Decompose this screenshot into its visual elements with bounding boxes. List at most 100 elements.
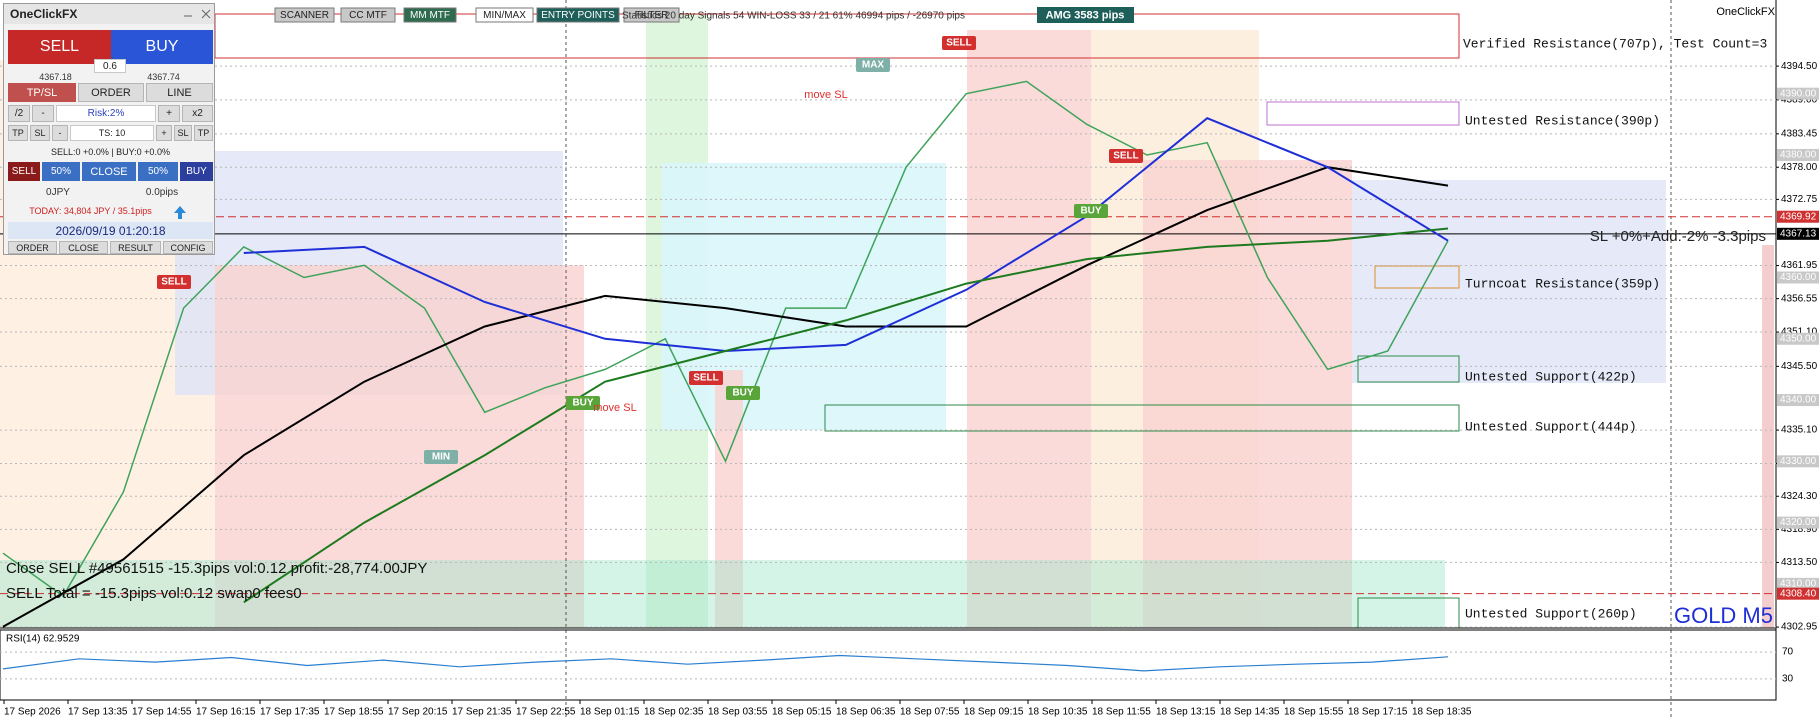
price-tag xyxy=(1777,455,1819,468)
panel-title: OneClickFX xyxy=(4,4,214,24)
toolbar-button-label[interactable]: ENTRY POINTS xyxy=(541,10,615,21)
tab[interactable]: ORDER xyxy=(78,83,144,102)
price-tag xyxy=(1777,587,1819,600)
risk-input[interactable]: Risk:2% xyxy=(56,105,156,122)
half-button[interactable]: /2 xyxy=(8,105,30,122)
band xyxy=(967,30,1091,628)
price-tag-label: 4350.00 xyxy=(1780,333,1817,344)
price-tag xyxy=(1777,227,1819,240)
lot-input[interactable]: 0.6 xyxy=(94,59,126,73)
toolbar-button[interactable] xyxy=(536,7,620,23)
zone-box xyxy=(214,13,1460,59)
x-tick-label: 17 Sep 18:55 xyxy=(324,707,384,718)
toolbar-button[interactable] xyxy=(623,7,680,23)
rsi-frame xyxy=(0,629,1777,701)
zone-label: Verified Resistance(707p), Test Count=3 xyxy=(1463,36,1767,51)
y-tick-label: 4356.55 xyxy=(1781,293,1818,304)
half-close[interactable]: 50% xyxy=(42,162,80,181)
signal-label: SELL xyxy=(693,373,719,384)
toolbar-button[interactable] xyxy=(403,7,457,23)
band xyxy=(1143,160,1352,628)
price-tag xyxy=(1777,148,1819,161)
datetime: 2026/09/19 01:20:18 xyxy=(8,222,213,239)
signal-badge xyxy=(856,58,890,72)
price-series xyxy=(243,227,1449,604)
ts-input[interactable]: TS: 10 xyxy=(70,125,154,141)
price-series xyxy=(2,166,1449,628)
y-tick-label: 4302.95 xyxy=(1781,622,1818,633)
x-tick-label: 18 Sep 02:35 xyxy=(644,707,704,718)
price-tag xyxy=(1777,332,1819,345)
double-button[interactable]: x2 xyxy=(182,105,213,122)
y-tick-label: 4383.45 xyxy=(1781,128,1818,139)
signal-label: move SL xyxy=(593,402,636,414)
minus-button[interactable]: - xyxy=(32,105,54,122)
sell-button[interactable]: SELL xyxy=(8,30,111,64)
rsi-label: RSI(14) 62.9529 xyxy=(6,634,80,645)
price-tag xyxy=(1777,87,1819,100)
plus-button[interactable]: + xyxy=(156,125,172,141)
signal-label: MIN xyxy=(432,452,450,463)
price-tag-label: 4330.00 xyxy=(1780,456,1817,467)
signal-badge xyxy=(942,36,976,50)
signal-badge xyxy=(1074,204,1108,218)
x-tick-label: 18 Sep 03:55 xyxy=(708,707,768,718)
amg-badge xyxy=(1037,7,1134,23)
zone-label: Untested Support(444p) xyxy=(1465,419,1637,434)
footer-button[interactable]: ORDER xyxy=(8,241,57,254)
y-tick-label: 4372.75 xyxy=(1781,194,1818,205)
tp-button[interactable]: TP xyxy=(8,125,28,141)
half-close[interactable]: 50% xyxy=(138,162,178,181)
toolbar-button-label[interactable]: MIN/MAX xyxy=(483,10,526,21)
signal-label: BUY xyxy=(1080,206,1101,217)
close-all[interactable]: CLOSE xyxy=(82,162,136,181)
footer-button[interactable]: RESULT xyxy=(110,241,161,254)
tab[interactable]: LINE xyxy=(146,83,213,102)
y-tick-label: 4378.00 xyxy=(1781,162,1818,173)
y-tick-label: 4324.30 xyxy=(1781,491,1818,502)
x-tick-label: 18 Sep 06:35 xyxy=(836,707,896,718)
band xyxy=(1762,245,1774,628)
zone-box xyxy=(1357,355,1460,383)
sl-button[interactable]: SL xyxy=(30,125,50,141)
price-series xyxy=(2,80,1449,598)
y-tick-label: 4335.10 xyxy=(1781,425,1818,436)
footer-button[interactable]: CONFIG xyxy=(163,241,213,254)
plus-button[interactable]: + xyxy=(158,105,180,122)
sl-button[interactable]: SL xyxy=(174,125,192,141)
rsi-tick-label: 70 xyxy=(1782,647,1794,658)
close-buy[interactable]: BUY xyxy=(180,162,213,181)
price-tag-label: 4390.00 xyxy=(1780,88,1817,99)
profit-jpy: 0JPY xyxy=(46,186,70,198)
zone-box xyxy=(824,404,1460,432)
toolbar-button[interactable] xyxy=(475,7,534,23)
toolbar-button[interactable] xyxy=(274,7,335,23)
x-tick-label: 17 Sep 21:35 xyxy=(452,707,512,718)
amg-label: AMG 3583 pips xyxy=(1046,9,1125,21)
toolbar-button-label[interactable]: CC MTF xyxy=(349,10,387,21)
minus-button[interactable]: - xyxy=(52,125,68,141)
x-tick-label: 18 Sep 13:15 xyxy=(1156,707,1216,718)
price-tag xyxy=(1777,210,1819,223)
toolbar-button-label[interactable]: FILTER xyxy=(635,10,669,21)
toolbar-button-label[interactable]: MM MTF xyxy=(410,10,450,21)
window-controls xyxy=(184,9,211,19)
toolbar-button-label[interactable]: SCANNER xyxy=(280,10,329,21)
x-tick-label: 18 Sep 10:35 xyxy=(1028,707,1088,718)
close-sell[interactable]: SELL xyxy=(8,162,40,181)
signal-badge xyxy=(689,371,723,385)
tp-button[interactable]: TP xyxy=(194,125,213,141)
signal-label: BUY xyxy=(572,398,593,409)
tab[interactable]: TP/SL xyxy=(8,83,76,102)
x-tick-label: 18 Sep 09:15 xyxy=(964,707,1024,718)
signal-badge xyxy=(566,396,600,410)
price-tag xyxy=(1777,577,1819,590)
price-tag xyxy=(1777,516,1819,529)
toolbar-button[interactable] xyxy=(340,7,396,23)
buy-button[interactable]: BUY xyxy=(111,30,213,64)
price-tag xyxy=(1777,271,1819,284)
price-tag-label: 4369.92 xyxy=(1780,211,1817,222)
signal-label: SELL xyxy=(946,38,972,49)
footer-button[interactable]: CLOSE xyxy=(59,241,108,254)
